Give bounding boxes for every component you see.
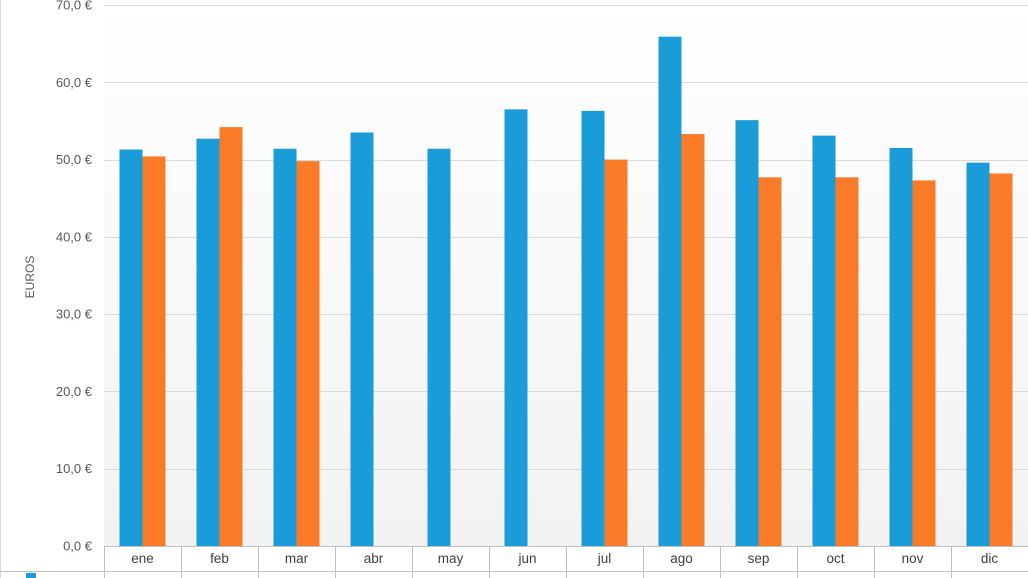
x-category-label: jul xyxy=(597,551,612,566)
bar-series-2 xyxy=(604,159,628,547)
bar-series-1 xyxy=(889,147,913,546)
bar-series-1 xyxy=(504,109,528,546)
y-tick-label: 50,0 € xyxy=(56,152,93,167)
bar-series-1 xyxy=(966,162,990,547)
x-category-label: jun xyxy=(517,551,536,566)
bar-series-2 xyxy=(681,134,705,546)
bar-series-2 xyxy=(142,156,166,547)
x-category-label: ene xyxy=(131,551,154,566)
plot-area xyxy=(104,0,1028,546)
bar-series-1 xyxy=(581,110,605,546)
x-category-label: nov xyxy=(902,551,924,566)
category-table: ene feb mar abr may jun jul ago sep oct nov dic xyxy=(0,546,1028,578)
bar-series-1 xyxy=(658,36,682,547)
x-category-label: mar xyxy=(285,551,309,566)
bar-series-2 xyxy=(296,161,320,547)
y-axis-title: EUROS xyxy=(23,256,37,299)
bar-series-1 xyxy=(273,148,297,546)
legend xyxy=(26,573,36,578)
y-tick-label: 20,0 € xyxy=(56,384,93,399)
x-category-label: oct xyxy=(826,551,844,566)
y-tick-label: 0,0 € xyxy=(63,539,93,554)
bar-series-1 xyxy=(735,120,759,547)
bar-series-2 xyxy=(758,177,782,546)
y-tick-label: 60,0 € xyxy=(56,75,93,90)
y-tick-label: 70,0 € xyxy=(56,0,93,13)
x-category-label: feb xyxy=(210,551,229,566)
bars xyxy=(119,36,1013,547)
x-category-label: abr xyxy=(364,551,384,566)
bar-series-1 xyxy=(350,132,374,546)
y-tick-label: 30,0 € xyxy=(56,307,93,322)
bar-series-1 xyxy=(427,148,451,546)
y-tick-label: 10,0 € xyxy=(56,461,93,476)
x-category-label: sep xyxy=(748,551,770,566)
bar-series-2 xyxy=(989,173,1013,547)
legend-swatch-series-1 xyxy=(26,573,36,578)
x-category-label: may xyxy=(438,551,464,566)
x-category-label: dic xyxy=(981,551,999,566)
bar-series-1 xyxy=(196,138,220,546)
y-tick-labels: 0,0 € 10,0 € 20,0 € 30,0 € 40,0 € 50,0 € 60,0 … xyxy=(56,0,93,554)
bar-series-2 xyxy=(912,180,936,546)
bar-series-2 xyxy=(835,177,859,546)
x-category-label: ago xyxy=(670,551,693,566)
bar-series-2 xyxy=(219,127,243,547)
y-tick-label: 40,0 € xyxy=(56,229,93,244)
bar-series-1 xyxy=(119,149,143,546)
bar-series-1 xyxy=(812,135,836,546)
